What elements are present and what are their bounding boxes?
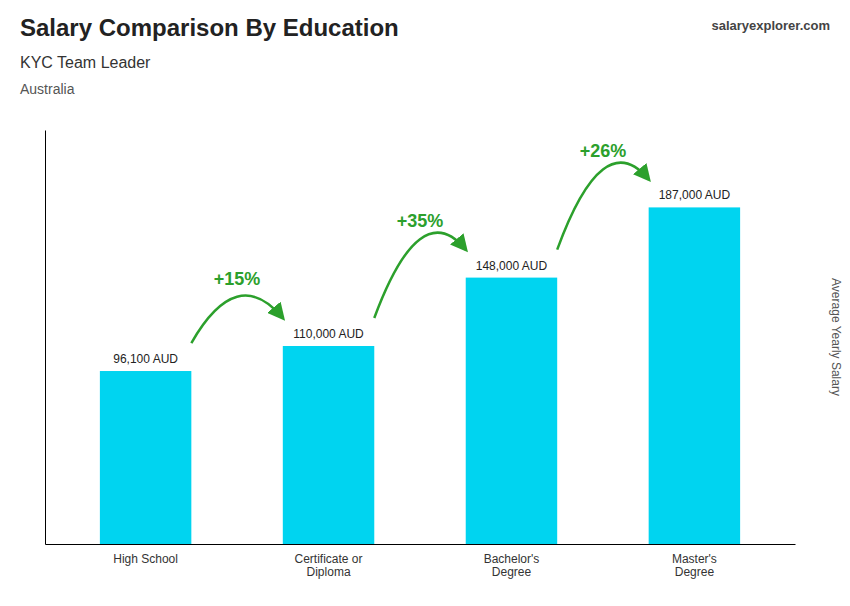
subtitle: KYC Team Leader [20, 54, 151, 71]
credit: salaryexplorer.com [711, 18, 830, 33]
x-axis: High School Certificate orDiploma Bachelor… [46, 545, 796, 580]
data-labels: 96,100 AUD 110,000 AUD 148,000 AUD 187,000 … [113, 188, 730, 366]
arrow [557, 163, 648, 250]
annotation: +35% [397, 211, 444, 231]
x-tick-label: High School [113, 552, 178, 566]
arrow [191, 296, 282, 343]
x-tick-label: Bachelor'sDegree [484, 552, 540, 580]
x-tick: High School [113, 552, 178, 566]
y-axis-line [45, 131, 46, 545]
annotation: +15% [214, 269, 261, 289]
country: Australia [20, 81, 75, 97]
data-label: 187,000 AUD [659, 188, 731, 202]
bars [100, 207, 740, 544]
x-tick: Certificate orDiploma [295, 552, 363, 580]
bar [649, 207, 740, 544]
data-label: 96,100 AUD [113, 352, 178, 366]
x-tick: Bachelor'sDegree [484, 552, 540, 580]
y-axis-title: Average Yearly Salary [829, 278, 843, 396]
x-axis-line [46, 544, 796, 545]
bar [466, 278, 557, 544]
plot: High School Certificate orDiploma Bachelor… [46, 131, 796, 580]
bar [283, 346, 374, 544]
data-label: 148,000 AUD [476, 259, 548, 273]
y-axis [45, 131, 46, 545]
arrow [374, 233, 465, 318]
data-label: 110,000 AUD [293, 327, 364, 341]
x-tick: Master'sDegree [672, 552, 717, 580]
bar [100, 371, 191, 544]
chart: Salary Comparison By Education KYC Team L… [0, 0, 850, 606]
x-tick-label: Master'sDegree [672, 552, 717, 580]
x-tick-label: Certificate orDiploma [295, 552, 363, 580]
title: Salary Comparison By Education [20, 14, 399, 41]
annotation: +26% [580, 141, 627, 161]
annotations: +15% +35% +26% [191, 141, 648, 343]
